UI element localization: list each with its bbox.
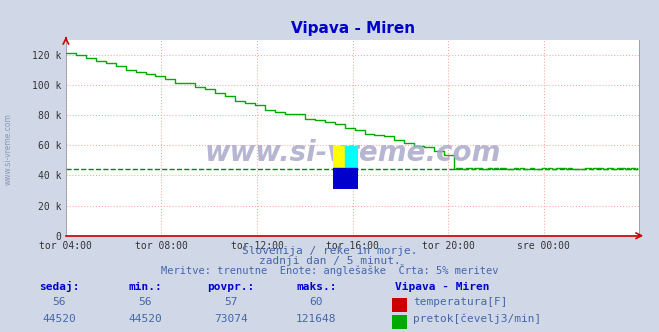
Text: Meritve: trenutne  Enote: anglešaške  Črta: 5% meritev: Meritve: trenutne Enote: anglešaške Črta… [161, 264, 498, 276]
Text: 60: 60 [310, 297, 323, 307]
Text: 121648: 121648 [296, 314, 337, 324]
Text: 73074: 73074 [214, 314, 248, 324]
Text: www.si-vreme.com: www.si-vreme.com [204, 139, 501, 167]
Bar [345, 146, 358, 168]
Text: temperatura[F]: temperatura[F] [413, 297, 507, 307]
Text: 44520: 44520 [42, 314, 76, 324]
Bar [333, 168, 358, 189]
Bar [333, 146, 345, 168]
Title: Vipava - Miren: Vipava - Miren [291, 21, 415, 36]
Text: 57: 57 [224, 297, 237, 307]
Text: min.:: min.: [128, 283, 162, 292]
Text: zadnji dan / 5 minut.: zadnji dan / 5 minut. [258, 256, 401, 266]
Text: pretok[čevelj3/min]: pretok[čevelj3/min] [413, 313, 542, 324]
Text: 56: 56 [138, 297, 152, 307]
Text: 44520: 44520 [128, 314, 162, 324]
Text: www.si-vreme.com: www.si-vreme.com [3, 114, 13, 185]
Text: 56: 56 [53, 297, 66, 307]
Text: sedaj:: sedaj: [39, 282, 80, 292]
Text: maks.:: maks.: [296, 283, 337, 292]
Text: Slovenija / reke in morje.: Slovenija / reke in morje. [242, 246, 417, 256]
Text: povpr.:: povpr.: [207, 283, 254, 292]
Text: Vipava - Miren: Vipava - Miren [395, 283, 490, 292]
